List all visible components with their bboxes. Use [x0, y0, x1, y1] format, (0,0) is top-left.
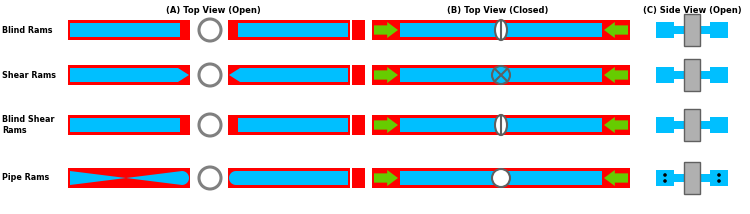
Circle shape	[717, 173, 721, 177]
Circle shape	[663, 179, 667, 183]
Polygon shape	[374, 22, 398, 38]
Bar	[372, 20, 630, 40]
Bar	[710, 117, 728, 133]
Polygon shape	[374, 117, 398, 133]
Bar	[68, 65, 190, 85]
Bar	[684, 59, 700, 91]
Bar	[684, 162, 700, 194]
Ellipse shape	[492, 169, 510, 187]
Bar	[656, 22, 674, 38]
Polygon shape	[70, 171, 189, 185]
Polygon shape	[604, 170, 628, 186]
Circle shape	[663, 173, 667, 177]
Bar	[238, 118, 348, 132]
Bar	[400, 68, 602, 82]
Bar	[400, 118, 602, 132]
Bar	[674, 26, 684, 34]
Polygon shape	[374, 67, 398, 83]
Bar	[700, 121, 710, 129]
Ellipse shape	[199, 167, 221, 189]
Polygon shape	[70, 68, 189, 82]
Text: Blind Shear
Rams: Blind Shear Rams	[2, 115, 55, 135]
Bar	[70, 23, 180, 37]
Polygon shape	[229, 68, 348, 82]
Bar	[238, 23, 348, 37]
Bar	[68, 168, 190, 188]
Ellipse shape	[199, 19, 221, 41]
Bar	[656, 67, 674, 83]
Ellipse shape	[492, 66, 510, 84]
Text: (A) Top View (Open): (A) Top View (Open)	[166, 6, 260, 15]
Bar	[710, 170, 728, 186]
Bar	[68, 20, 190, 40]
Bar	[674, 121, 684, 129]
Bar	[684, 109, 700, 141]
Text: (B) Top View (Closed): (B) Top View (Closed)	[447, 6, 549, 15]
Bar	[372, 115, 630, 135]
Circle shape	[717, 179, 721, 183]
Bar	[674, 71, 684, 79]
Polygon shape	[604, 22, 628, 38]
Bar	[352, 115, 365, 135]
Bar	[352, 168, 365, 188]
Bar	[700, 71, 710, 79]
Bar	[228, 20, 350, 40]
Bar	[684, 59, 700, 91]
Ellipse shape	[495, 115, 507, 135]
Polygon shape	[604, 117, 628, 133]
Bar	[70, 118, 180, 132]
Bar	[710, 22, 728, 38]
Text: Pipe Rams: Pipe Rams	[2, 174, 50, 183]
Bar	[656, 170, 674, 186]
Bar	[700, 174, 710, 182]
Ellipse shape	[199, 64, 221, 86]
Bar	[372, 65, 630, 85]
Bar	[352, 20, 365, 40]
Bar	[656, 117, 674, 133]
Bar	[228, 168, 350, 188]
Bar	[710, 67, 728, 83]
Bar	[700, 26, 710, 34]
Bar	[674, 174, 684, 182]
Bar	[68, 115, 190, 135]
Bar	[400, 23, 602, 37]
Bar	[372, 168, 630, 188]
Polygon shape	[374, 170, 398, 186]
Text: Blind Rams: Blind Rams	[2, 25, 52, 34]
Bar	[684, 162, 700, 194]
Text: Shear Rams: Shear Rams	[2, 70, 56, 79]
Bar	[684, 14, 700, 46]
Bar	[228, 115, 350, 135]
Bar	[400, 171, 602, 185]
Bar	[352, 65, 365, 85]
Ellipse shape	[199, 114, 221, 136]
Text: (C) Side View (Open): (C) Side View (Open)	[643, 6, 741, 15]
Bar	[684, 14, 700, 46]
Ellipse shape	[495, 20, 507, 40]
Bar	[684, 109, 700, 141]
Polygon shape	[229, 171, 348, 185]
Bar	[228, 65, 350, 85]
Polygon shape	[604, 67, 628, 83]
